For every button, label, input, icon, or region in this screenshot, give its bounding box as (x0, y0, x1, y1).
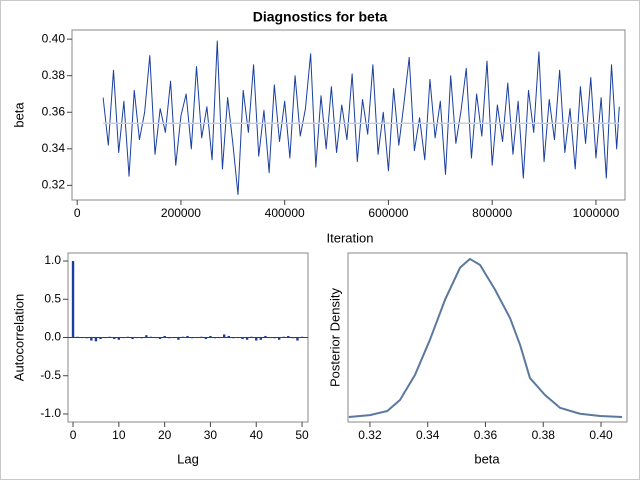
x-tick-label: 0.34 (416, 428, 440, 442)
y-tick-label: -0.5 (40, 368, 61, 382)
acf-bar (209, 335, 212, 338)
acf-bar (250, 336, 253, 338)
acf-bar (122, 337, 125, 339)
acf-bar (181, 336, 185, 338)
y-tick-label: 0.0 (44, 330, 61, 344)
x-tick-label: 800000 (472, 206, 512, 220)
acf-bar (163, 335, 166, 338)
acf-bar (172, 337, 176, 339)
acf-bar (103, 337, 107, 339)
chart-title: Diagnostics for beta (253, 9, 388, 25)
acf-bar (282, 336, 285, 338)
series-line (348, 257, 623, 418)
y-tick-label: 0.36 (42, 104, 66, 118)
acf-bar (300, 336, 304, 338)
acf-bar (195, 337, 198, 339)
y-tick-label: 0.40 (42, 31, 66, 45)
acf-bar (204, 337, 208, 340)
x-tick-label: 50 (295, 428, 309, 442)
x-tick-label: 20 (158, 428, 172, 442)
acf-bar (108, 336, 111, 338)
x-tick-label: 30 (204, 428, 218, 442)
acf-bar (135, 337, 139, 339)
acf-bar (117, 337, 121, 340)
y-axis-label: Autocorrelation (11, 294, 26, 381)
y-tick-label: -1.0 (40, 406, 61, 420)
acf-bar (227, 335, 230, 338)
acf-bar (154, 337, 157, 339)
acf-bar (140, 337, 143, 339)
acf-bar (71, 261, 75, 338)
y-axis-label: beta (11, 102, 26, 128)
x-axis-label: beta (474, 451, 500, 466)
plot-frame (71, 29, 626, 201)
acf-bar (94, 337, 98, 342)
acf-bar (168, 337, 171, 339)
y-tick-label: 0.34 (42, 141, 66, 155)
x-axis-label: Iteration (327, 230, 374, 245)
acf-bar (222, 334, 226, 338)
acf-bar (190, 337, 194, 339)
acf-bar (232, 337, 235, 339)
acf-bar (158, 337, 162, 340)
plot-frame (347, 252, 628, 423)
acf-bar (218, 337, 221, 339)
acf-bar (200, 336, 203, 338)
y-axis-label: Posterior Density (327, 288, 342, 387)
acf-bar (264, 335, 267, 338)
acf-bar (113, 337, 116, 340)
x-tick-label: 200000 (161, 206, 201, 220)
acf-bar (268, 337, 272, 339)
acf-bar (287, 335, 290, 338)
x-tick-label: 0.32 (358, 428, 382, 442)
acf-bar (145, 335, 148, 338)
acf-bar (259, 337, 263, 340)
acf-bar (213, 337, 217, 339)
acf-bar (245, 337, 249, 340)
acf-bar (85, 337, 88, 339)
acf-bar (177, 337, 180, 340)
x-tick-label: 0.38 (532, 428, 556, 442)
x-tick-label: 600000 (368, 206, 408, 220)
y-tick-label: 0.32 (42, 178, 66, 192)
acf-bar (296, 337, 299, 341)
acf-bar (186, 335, 189, 338)
x-tick-label: 0 (74, 206, 81, 220)
y-tick-label: 1.0 (44, 253, 61, 267)
x-tick-label: 0.40 (589, 428, 613, 442)
acf-bar (255, 337, 258, 341)
x-tick-label: 400000 (265, 206, 305, 220)
acf-bar (99, 337, 102, 340)
acf-bar (236, 337, 240, 339)
x-tick-label: 0.36 (474, 428, 498, 442)
x-tick-label: 1000000 (573, 206, 620, 220)
x-tick-label: 10 (112, 428, 126, 442)
y-tick-label: 0.5 (44, 291, 61, 305)
acf-bar (90, 337, 93, 341)
acf-bar (126, 336, 130, 338)
acf-bar (277, 337, 281, 340)
acf-bar (241, 337, 244, 340)
x-tick-label: 40 (250, 428, 264, 442)
acf-bar (291, 337, 295, 339)
x-tick-label: 0 (70, 428, 77, 442)
acf-bar (149, 336, 153, 338)
acf-bar (80, 337, 84, 339)
series-line (102, 40, 620, 196)
acf-bar (76, 336, 79, 338)
acf-bar (131, 337, 134, 340)
y-tick-label: 0.38 (42, 68, 66, 82)
x-axis-label: Lag (177, 451, 199, 466)
acf-bar (273, 337, 276, 339)
